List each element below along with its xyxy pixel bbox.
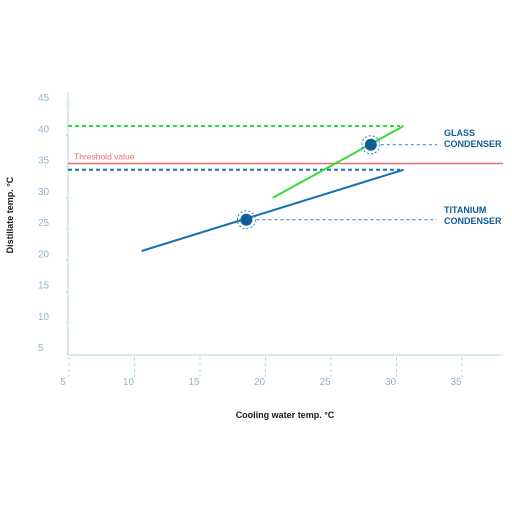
labels: Cooling water temp. °C Distillate temp. °… — [5, 128, 502, 420]
marker-ring-1 — [236, 210, 256, 230]
x-tick-label: 20 — [254, 377, 266, 388]
x-axis-title: Cooling water temp. °C — [236, 410, 335, 420]
threshold-label: Threshold value — [74, 152, 135, 162]
y-tick-label: 5 — [38, 343, 44, 354]
x-tick-label: 10 — [123, 377, 135, 388]
x-tick-label: 30 — [385, 377, 397, 388]
marker-ring-0 — [361, 135, 381, 155]
x-tick-label: 15 — [188, 377, 200, 388]
x-tick-label: 5 — [60, 377, 66, 388]
marker-point-0 — [364, 138, 377, 151]
series-line-1 — [141, 168, 404, 252]
threshold: Threshold value — [68, 152, 503, 165]
y-tick-label: 15 — [38, 281, 50, 292]
y-tick-label: 30 — [38, 187, 50, 198]
y-tick-label: 20 — [38, 249, 50, 260]
series-label-0: CONDENSER — [444, 139, 502, 149]
y-tick-label: 25 — [38, 218, 50, 229]
y-tick-label: 45 — [38, 93, 50, 104]
series-group — [141, 125, 437, 252]
y-tick-label: 35 — [38, 156, 50, 167]
series-label-1: TITANIUM — [444, 205, 486, 215]
marker-point-1 — [240, 213, 253, 226]
series-line-0 — [272, 125, 405, 199]
x-tick-label: 25 — [319, 377, 331, 388]
x-tick-label: 35 — [450, 377, 462, 388]
y-tick-label: 40 — [38, 124, 50, 135]
series-label-0: GLASS — [444, 128, 475, 138]
series-label-1: CONDENSER — [444, 216, 502, 226]
y-tick-label: 10 — [38, 312, 50, 323]
axes: 5 10 15 20 25 30 35 40 45 5 10 15 20 25 30 35 — [38, 92, 503, 388]
y-axis-title: Distillate temp. °C — [5, 176, 15, 253]
reference-lines — [68, 125, 400, 171]
